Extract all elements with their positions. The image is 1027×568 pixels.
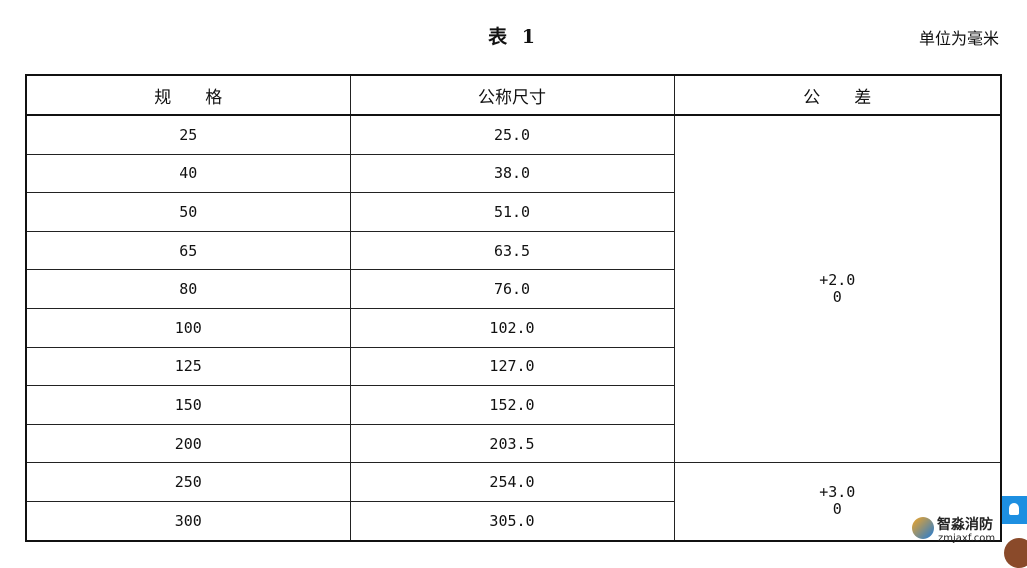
table-row: 100 102.0 bbox=[25, 307, 1001, 348]
tolerance-cell: +2.0 0 bbox=[673, 114, 1002, 464]
size-cell: 38.0 bbox=[349, 153, 675, 194]
size-cell: 127.0 bbox=[349, 346, 675, 387]
tolerance-lower: 0 bbox=[832, 288, 842, 307]
table-row: 25 25.0 +2.0 0 bbox=[25, 114, 1002, 464]
size-cell: 254.0 bbox=[349, 462, 675, 502]
side-widget-button[interactable] bbox=[1002, 496, 1027, 524]
table-row: 80 76.0 bbox=[25, 269, 1001, 309]
header-row: 规 格 公称尺寸 公 差 bbox=[25, 74, 1002, 116]
spec-cell: 65 bbox=[25, 230, 351, 271]
bell-icon bbox=[1009, 503, 1019, 515]
table-row: 300 305.0 bbox=[25, 500, 1001, 542]
spec-cell: 250 bbox=[25, 462, 351, 502]
tolerance-upper: +2.0 bbox=[819, 271, 856, 290]
spec-cell: 100 bbox=[25, 307, 351, 348]
spec-cell: 25 bbox=[25, 114, 351, 155]
table-row: 50 51.0 bbox=[25, 192, 1001, 232]
spec-cell: 125 bbox=[25, 346, 351, 387]
size-cell: 305.0 bbox=[349, 500, 675, 542]
table-title: 表 1 bbox=[488, 26, 539, 48]
size-cell: 25.0 bbox=[349, 114, 675, 155]
avatar[interactable] bbox=[1004, 538, 1027, 568]
spec-cell: 300 bbox=[25, 500, 351, 542]
spec-cell: 150 bbox=[25, 385, 351, 425]
watermark-logo: 智淼消防 zmjaxf.com bbox=[912, 514, 1022, 550]
unit-note: 单位为毫米 bbox=[918, 29, 999, 48]
spec-cell: 200 bbox=[25, 423, 351, 464]
header-tolerance: 公 差 bbox=[673, 74, 1002, 116]
table-row: 150 152.0 bbox=[25, 385, 1001, 425]
table-row: 40 38.0 bbox=[25, 153, 1001, 194]
size-cell: 152.0 bbox=[349, 385, 675, 425]
tolerance-upper: +3.0 bbox=[819, 483, 856, 502]
spec-cell: 40 bbox=[25, 153, 351, 194]
watermark-name: 智淼消防 bbox=[937, 517, 993, 533]
size-cell: 203.5 bbox=[349, 423, 675, 464]
tolerance-cell: +3.0 0 bbox=[673, 462, 1002, 542]
table-row: 200 203.5 bbox=[25, 423, 1001, 464]
size-cell: 63.5 bbox=[349, 230, 675, 271]
table-row: 125 127.0 bbox=[25, 346, 1001, 387]
table-row: 250 254.0 +3.0 0 bbox=[25, 462, 1002, 542]
size-cell: 102.0 bbox=[349, 307, 675, 348]
watermark-url: zmjaxf.com bbox=[938, 533, 996, 544]
tolerance-lower: 0 bbox=[832, 500, 842, 519]
header-spec: 规 格 bbox=[25, 74, 351, 116]
spec-table: 规 格 公称尺寸 公 差 25 25.0 +2.0 0 40 38.0 50 51.… bbox=[25, 74, 1002, 542]
header-size: 公称尺寸 bbox=[349, 74, 675, 116]
table-row: 65 63.5 bbox=[25, 230, 1001, 271]
spec-cell: 50 bbox=[25, 192, 351, 232]
spec-cell: 80 bbox=[25, 269, 351, 309]
logo-icon bbox=[912, 517, 934, 539]
size-cell: 76.0 bbox=[349, 269, 675, 309]
size-cell: 51.0 bbox=[349, 192, 675, 232]
